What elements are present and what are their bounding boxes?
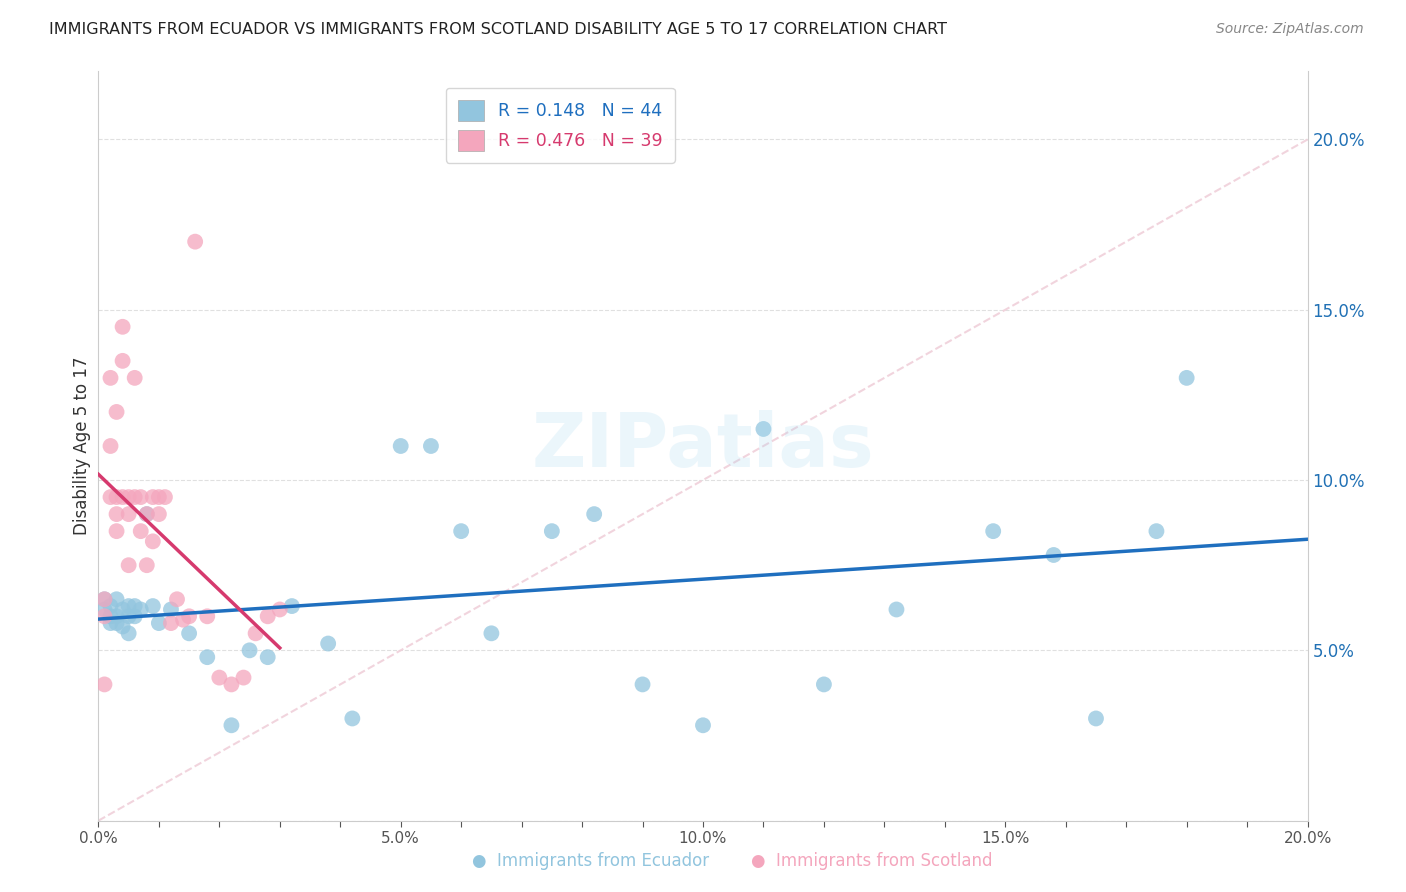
Point <box>316 636 339 650</box>
Point <box>124 599 146 613</box>
Point <box>111 490 134 504</box>
Point <box>118 558 141 573</box>
Point <box>481 626 503 640</box>
Text: IMMIGRANTS FROM ECUADOR VS IMMIGRANTS FROM SCOTLAND DISABILITY AGE 5 TO 17 CORRE: IMMIGRANTS FROM ECUADOR VS IMMIGRANTS FR… <box>49 22 948 37</box>
Point <box>179 609 201 624</box>
Point <box>124 490 146 504</box>
Point <box>232 671 254 685</box>
Point <box>111 619 134 633</box>
Point <box>256 609 278 624</box>
Text: ZIPatlas: ZIPatlas <box>531 409 875 483</box>
Point <box>93 602 115 616</box>
Text: ●  Immigrants from Scotland: ● Immigrants from Scotland <box>751 852 993 870</box>
Point <box>160 602 183 616</box>
Point <box>172 613 194 627</box>
Point <box>129 602 152 616</box>
Point <box>100 490 122 504</box>
Point <box>135 507 157 521</box>
Point <box>195 650 218 665</box>
Point <box>221 718 243 732</box>
Point <box>111 354 134 368</box>
Point <box>135 507 157 521</box>
Point <box>148 507 170 521</box>
Point <box>1144 524 1167 538</box>
Point <box>105 490 128 504</box>
Point <box>142 599 165 613</box>
Point <box>179 626 201 640</box>
Y-axis label: Disability Age 5 to 17: Disability Age 5 to 17 <box>73 357 91 535</box>
Point <box>100 609 122 624</box>
Point <box>100 371 122 385</box>
Point <box>420 439 443 453</box>
Point <box>100 599 122 613</box>
Point <box>105 524 128 538</box>
Point <box>118 507 141 521</box>
Point <box>105 592 128 607</box>
Point <box>124 371 146 385</box>
Point <box>100 439 122 453</box>
Point <box>245 626 267 640</box>
Point <box>1175 371 1198 385</box>
Point <box>160 616 183 631</box>
Point <box>1085 711 1108 725</box>
Point <box>111 602 134 616</box>
Point <box>118 626 141 640</box>
Point <box>148 616 170 631</box>
Point <box>981 524 1004 538</box>
Point <box>886 602 908 616</box>
Point <box>583 507 606 521</box>
Legend: R = 0.148   N = 44, R = 0.476   N = 39: R = 0.148 N = 44, R = 0.476 N = 39 <box>446 87 675 163</box>
Point <box>389 439 412 453</box>
Point <box>1042 548 1064 562</box>
Point <box>135 558 157 573</box>
Point <box>105 507 128 521</box>
Point <box>118 609 141 624</box>
Point <box>93 592 115 607</box>
Point <box>208 671 231 685</box>
Point <box>281 599 304 613</box>
Point <box>166 592 188 607</box>
Point <box>256 650 278 665</box>
Point <box>129 524 152 538</box>
Point <box>631 677 654 691</box>
Point <box>148 490 170 504</box>
Point <box>93 677 115 691</box>
Point <box>105 609 128 624</box>
Point <box>221 677 243 691</box>
Point <box>813 677 835 691</box>
Point <box>129 490 152 504</box>
Point <box>93 609 115 624</box>
Point <box>142 490 165 504</box>
Point <box>540 524 562 538</box>
Point <box>142 534 165 549</box>
Text: ●  Immigrants from Ecuador: ● Immigrants from Ecuador <box>472 852 709 870</box>
Point <box>93 592 115 607</box>
Point <box>450 524 472 538</box>
Point <box>342 711 364 725</box>
Point <box>692 718 714 732</box>
Point <box>118 599 141 613</box>
Point <box>100 616 122 631</box>
Point <box>239 643 262 657</box>
Point <box>105 405 128 419</box>
Text: Source: ZipAtlas.com: Source: ZipAtlas.com <box>1216 22 1364 37</box>
Point <box>195 609 218 624</box>
Point <box>153 490 176 504</box>
Point <box>118 490 141 504</box>
Point <box>105 616 128 631</box>
Point <box>124 609 146 624</box>
Point <box>111 319 134 334</box>
Point <box>269 602 291 616</box>
Point <box>184 235 207 249</box>
Point <box>752 422 775 436</box>
